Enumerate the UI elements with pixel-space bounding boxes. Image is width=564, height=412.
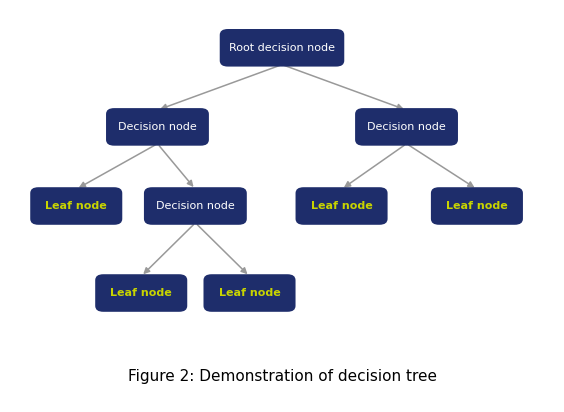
FancyBboxPatch shape — [220, 29, 344, 67]
FancyBboxPatch shape — [30, 187, 122, 225]
FancyBboxPatch shape — [204, 274, 296, 312]
Text: Decision node: Decision node — [156, 201, 235, 211]
Text: Decision node: Decision node — [118, 122, 197, 132]
FancyBboxPatch shape — [296, 187, 387, 225]
Text: Root decision node: Root decision node — [229, 43, 335, 53]
Text: Leaf node: Leaf node — [311, 201, 372, 211]
FancyBboxPatch shape — [355, 108, 458, 146]
FancyBboxPatch shape — [106, 108, 209, 146]
Text: Leaf node: Leaf node — [219, 288, 280, 298]
FancyBboxPatch shape — [95, 274, 187, 312]
Text: Decision node: Decision node — [367, 122, 446, 132]
Text: Leaf node: Leaf node — [446, 201, 508, 211]
Text: Figure 2: Demonstration of decision tree: Figure 2: Demonstration of decision tree — [127, 369, 437, 384]
FancyBboxPatch shape — [431, 187, 523, 225]
Text: Leaf node: Leaf node — [45, 201, 107, 211]
Text: Leaf node: Leaf node — [111, 288, 172, 298]
FancyBboxPatch shape — [144, 187, 247, 225]
